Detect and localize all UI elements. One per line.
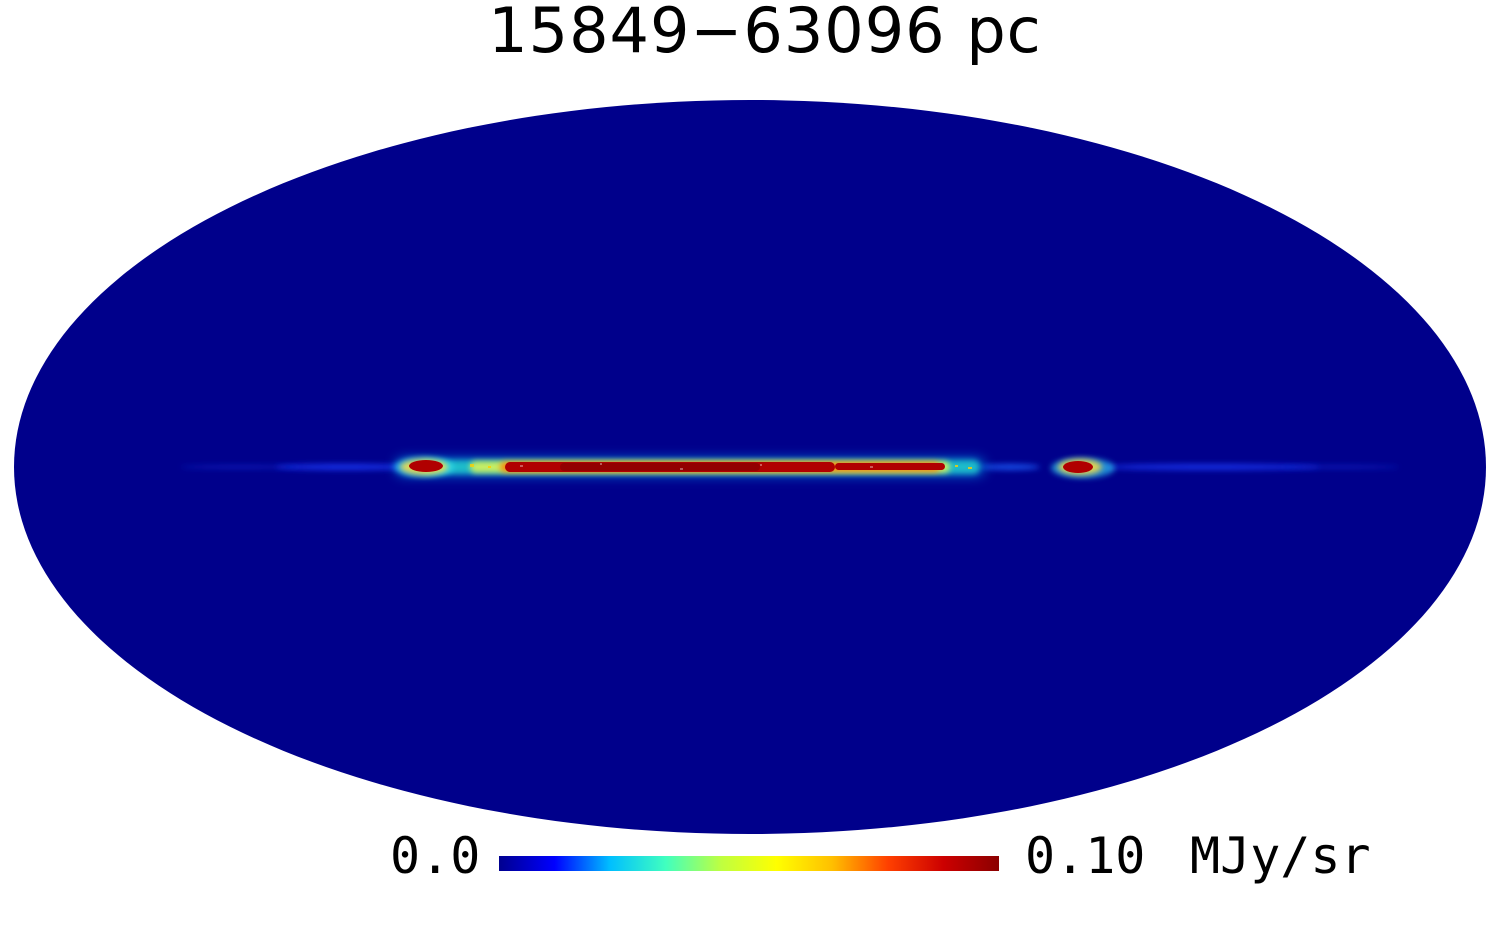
colorbar-min-label: 0.0 <box>390 827 481 885</box>
colorbar <box>499 856 999 871</box>
galactic-plane-emission <box>395 458 985 476</box>
emission-clump-right <box>1051 458 1115 478</box>
map-title: 15849−63096 pc <box>488 0 1042 67</box>
colorbar-unit-label: MJy/sr <box>1190 827 1371 885</box>
emission-clump-left <box>394 457 454 477</box>
faint-plane-wings <box>180 464 1400 470</box>
colorbar-max-label: 0.10 <box>1025 827 1146 885</box>
